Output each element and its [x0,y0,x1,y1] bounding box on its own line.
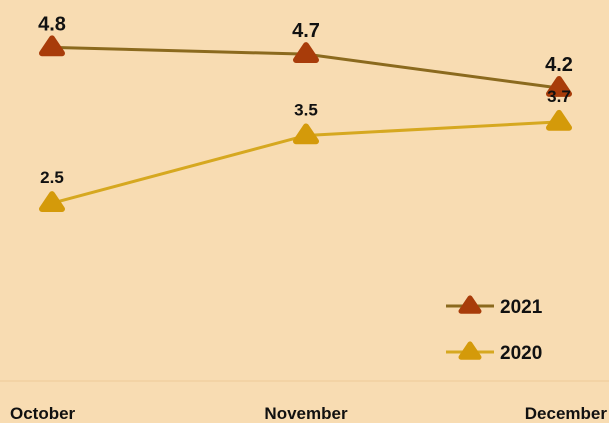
legend-item-2020[interactable]: 2020 [446,341,542,364]
data-label-2021-november: 4.7 [292,20,320,42]
data-label-2020-november: 3.5 [294,100,318,119]
data-point-2021-november [293,42,319,64]
data-label-layer: 4.8 4.7 4.2 2.5 3.5 3.7 [38,13,573,187]
data-point-2020-october [39,191,65,213]
data-point-2021-december [546,76,572,97]
data-point-2020-november [293,123,319,145]
x-tick-label-november: November [264,404,348,423]
x-tick-labels: October November December [10,404,607,423]
series-layer [39,35,572,213]
data-label-2021-december: 4.2 [545,54,573,76]
data-label-2021-october: 4.8 [38,13,66,35]
data-point-2020-december [546,109,572,131]
legend-marker-2020 [458,341,482,360]
data-point-2021-october [39,35,65,57]
data-label-2020-october: 2.5 [40,168,64,187]
legend-item-2021[interactable]: 2021 [446,295,543,318]
legend-label-2021: 2021 [500,297,543,318]
x-tick-label-december: December [525,404,608,423]
legend-label-2020: 2020 [500,343,542,364]
data-label-2020-december: 3.7 [547,87,571,106]
legend-marker-2021 [458,295,482,314]
legend[interactable]: 2021 2020 [446,295,543,364]
x-tick-label-october: October [10,404,76,423]
